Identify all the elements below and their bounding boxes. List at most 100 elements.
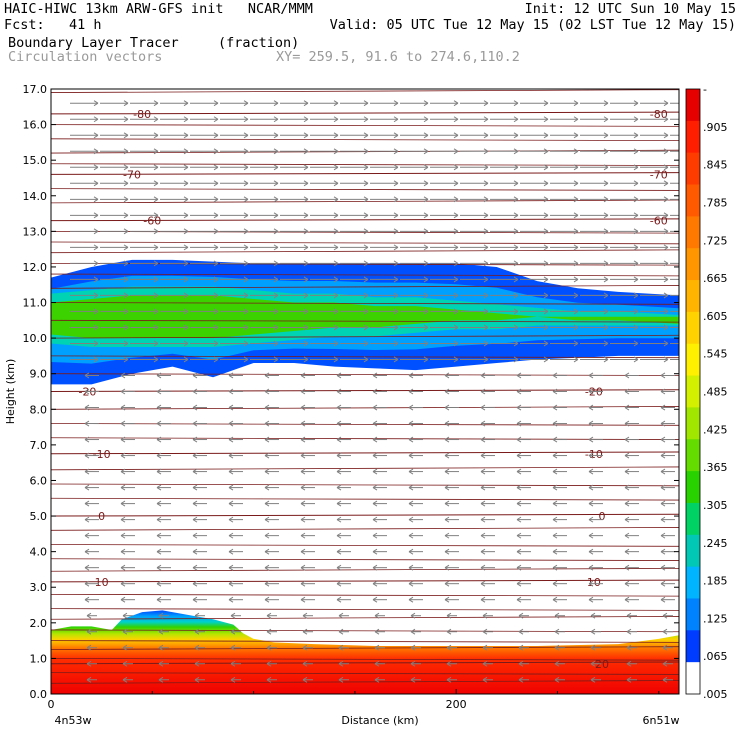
circulation-vector-head [543, 116, 549, 123]
circulation-vector-head [372, 564, 378, 571]
circulation-vector-head [123, 276, 129, 283]
y-tick-label: 4.0 [30, 546, 48, 559]
circulation-vector-head [588, 500, 594, 507]
circulation-vector-head [453, 100, 459, 107]
circulation-vector-head [633, 292, 639, 299]
circulation-vector-head [86, 676, 92, 683]
circulation-vector-head [573, 100, 579, 107]
circulation-vector-head [516, 404, 522, 411]
circulation-vector-head [480, 580, 486, 587]
circulation-vector-head [372, 580, 378, 587]
circulation-vector-head [453, 212, 459, 219]
circulation-vector-head [120, 420, 126, 427]
circulation-vector-head [633, 324, 639, 331]
x-tick-label: 0 [48, 698, 55, 711]
circulation-vector-head [480, 500, 486, 507]
colorbar-label: .845 [703, 159, 728, 172]
circulation-vector-head [273, 292, 279, 299]
circulation-vector-head [363, 116, 369, 123]
circulation-vector-head [156, 404, 162, 411]
circulation-vector-head [336, 548, 342, 555]
y-tick-label: 13.0 [23, 225, 48, 238]
circulation-vector-head [633, 100, 639, 107]
circulation-vector-head [264, 468, 270, 475]
colorbar-swatch [686, 471, 700, 504]
circulation-vector-head [363, 164, 369, 171]
circulation-vector-head [518, 660, 524, 667]
isotherm-line [51, 466, 679, 471]
circulation-vector-head [192, 452, 198, 459]
isotherm-line [51, 544, 679, 547]
circulation-vector-head [408, 548, 414, 555]
circulation-vector-head [153, 116, 159, 123]
circulation-vector-head [453, 260, 459, 267]
isotherm-label: 0 [599, 510, 606, 523]
circulation-vector-head [372, 452, 378, 459]
x-start-label: 4n53w [55, 714, 92, 727]
circulation-vector-head [393, 148, 399, 155]
circulation-vector-head [518, 676, 524, 683]
circulation-vector-head [588, 468, 594, 475]
circulation-vector-head [624, 580, 630, 587]
circulation-vector-head [423, 100, 429, 107]
circulation-vector-head [603, 340, 609, 347]
circulation-vector-head [573, 356, 579, 363]
circulation-vector-head [588, 516, 594, 523]
circulation-vector-head [444, 436, 450, 443]
circulation-vector-head [264, 420, 270, 427]
circulation-vector-head [228, 596, 234, 603]
circulation-vector-head [423, 148, 429, 155]
circulation-vector-head [663, 132, 669, 139]
circulation-vector-head [183, 276, 189, 283]
circulation-vector-head [333, 100, 339, 107]
colorbar-label: .245 [703, 537, 728, 550]
circulation-vector-head [333, 148, 339, 155]
circulation-vector-head [266, 628, 272, 635]
y-tick-label: 8.0 [30, 403, 48, 416]
circulation-vector-head [266, 676, 272, 683]
circulation-vector-head [482, 612, 488, 619]
circulation-vector-head [590, 628, 596, 635]
circulation-vector-head [552, 532, 558, 539]
circulation-vector-head [543, 276, 549, 283]
field-units: (fraction) [218, 35, 300, 51]
circulation-vector-head [213, 324, 219, 331]
circulation-vector-head [663, 164, 669, 171]
circulation-vector-head [552, 484, 558, 491]
circulation-vector-head [603, 132, 609, 139]
circulation-vector-head [302, 660, 308, 667]
circulation-vector-head [264, 436, 270, 443]
circulation-vector-head [243, 100, 249, 107]
circulation-vector-head [123, 100, 129, 107]
circulation-vector-head [123, 292, 129, 299]
circulation-vector-head [633, 340, 639, 347]
circulation-vector-head [483, 356, 489, 363]
circulation-vector-head [273, 148, 279, 155]
circulation-vector-head [303, 100, 309, 107]
circulation-vector-head [336, 452, 342, 459]
circulation-vector-head [446, 644, 452, 651]
circulation-vector-head [543, 308, 549, 315]
circulation-vector-head [552, 500, 558, 507]
circulation-vector-head [122, 676, 128, 683]
circulation-vector-head [333, 340, 339, 347]
circulation-vector-head [243, 276, 249, 283]
circulation-vector-head [213, 100, 219, 107]
circulation-vector-head [626, 644, 632, 651]
circulation-vector-head [363, 196, 369, 203]
isotherm-line [51, 497, 679, 501]
circulation-vector-head [393, 324, 399, 331]
circulation-vector-head [513, 132, 519, 139]
circulation-vector-head [480, 404, 486, 411]
circulation-vector-head [372, 516, 378, 523]
circulation-vector-head [513, 276, 519, 283]
circulation-vector-head [393, 132, 399, 139]
circulation-vector-head [123, 356, 129, 363]
circulation-vector-head [590, 676, 596, 683]
circulation-vector-head [243, 164, 249, 171]
circulation-vector-head [624, 436, 630, 443]
circulation-vector-head [300, 452, 306, 459]
circulation-vector-head [300, 596, 306, 603]
colorbar-frame [685, 88, 701, 695]
circulation-vector-head [624, 596, 630, 603]
